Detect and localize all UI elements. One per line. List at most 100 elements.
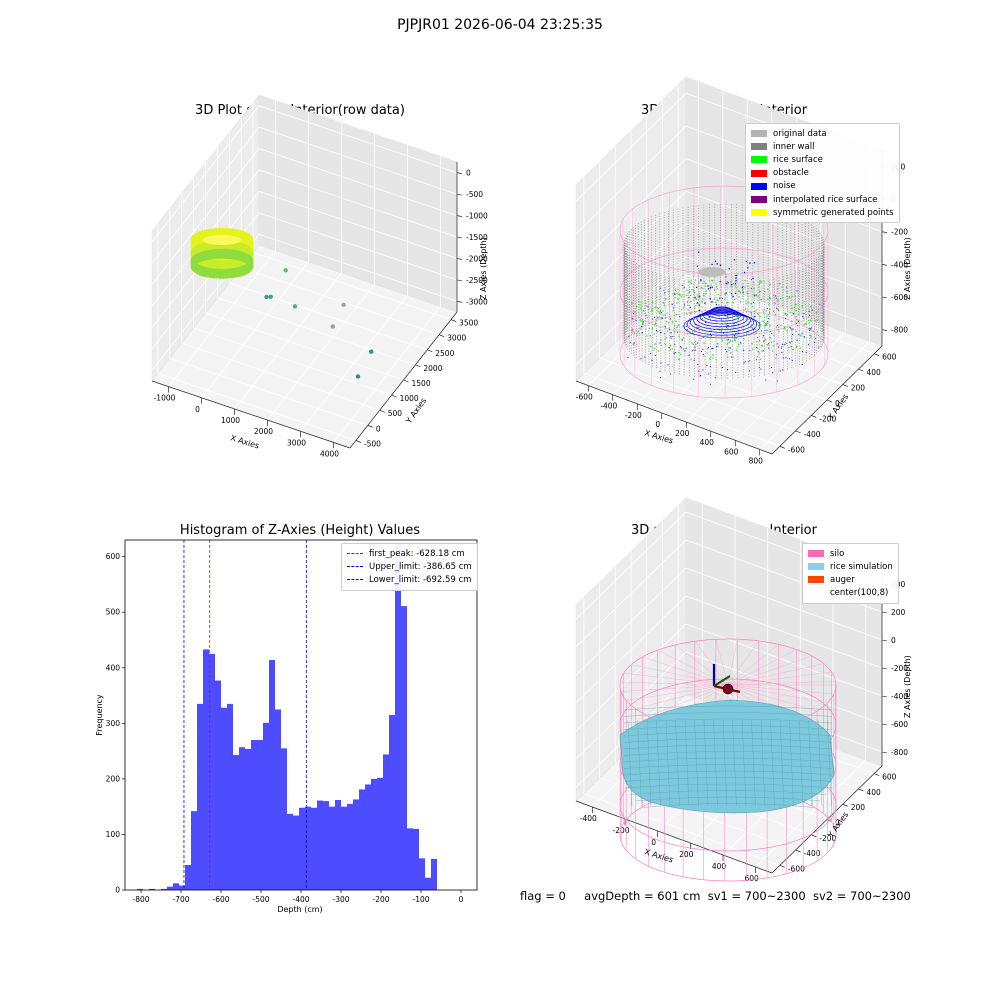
- classify-rice-point: [684, 305, 686, 307]
- classify-rice-point: [687, 355, 689, 357]
- histogram-bar: [215, 680, 221, 890]
- classify-rice-point: [716, 342, 718, 344]
- histogram-bar: [395, 543, 401, 890]
- classify-rice-point: [655, 319, 657, 321]
- classify-rice-point: [717, 294, 719, 296]
- classify-noise-point: [734, 283, 736, 285]
- classify-rice-point: [729, 329, 732, 331]
- classify-rice-point: [682, 294, 684, 296]
- classify-rice-point: [763, 340, 765, 342]
- classify-rice-point: [767, 344, 769, 346]
- classify-noise-point: [705, 282, 707, 284]
- classify-rice-point: [640, 307, 642, 309]
- classify-rice-point: [662, 314, 664, 316]
- classify-rice-point: [753, 287, 755, 290]
- classify-rice-point: [665, 321, 668, 323]
- classify-noise-point: [734, 292, 737, 294]
- classify-z-tick-mark: [881, 329, 888, 331]
- classify-rice-point: [735, 322, 737, 324]
- classify-rice-point: [781, 286, 783, 288]
- classify-rice-point: [758, 302, 760, 304]
- histogram-bar: [221, 707, 227, 890]
- raw-x-axis-line: [151, 380, 351, 449]
- classify-noise-point: [776, 380, 778, 382]
- classify-rice-point: [687, 304, 689, 306]
- raw-y-tick-label: 3000: [447, 334, 466, 343]
- simulation-legend-label: center(100,8): [830, 588, 889, 599]
- classify-noise-point: [698, 251, 700, 253]
- simulation-x-tick-label: 400: [712, 862, 727, 871]
- classify-rice-point: [751, 315, 753, 317]
- classify-noise-point: [719, 309, 721, 311]
- classify-noise-point: [680, 346, 681, 348]
- classify-rice-point: [804, 324, 806, 326]
- classify-noise-point: [698, 309, 700, 311]
- raw-y-tick-mark: [403, 379, 409, 383]
- classify-rice-point: [752, 348, 754, 350]
- simulation-silo-roof-strut: [727, 644, 779, 686]
- simulation-rice-mesh: [623, 757, 833, 763]
- classify-noise-point: [725, 349, 726, 350]
- classify-noise-point: [670, 332, 672, 334]
- raw-grid-z: [151, 212, 458, 350]
- simulation-rice-mesh: [798, 719, 804, 807]
- histogram-bar: [365, 784, 371, 890]
- classify-noise-point: [687, 301, 689, 303]
- simulation-rice-mesh: [760, 719, 766, 807]
- classify-rice-point: [778, 318, 780, 320]
- classify-rice-point: [674, 324, 676, 326]
- classify-rice-point: [639, 319, 642, 321]
- simulation-silo-roof-strut: [635, 684, 729, 709]
- classify-rice-point: [721, 301, 723, 303]
- classify-noise-cone: [686, 312, 758, 336]
- classify-noise-point: [654, 355, 656, 356]
- classify-rice-point: [773, 294, 775, 296]
- classify-rice-point: [813, 300, 815, 302]
- classify-y-axis-line: [771, 345, 883, 455]
- classify-noise-point: [742, 292, 744, 293]
- raw-data-point: [248, 264, 254, 269]
- classify-noise-point: [716, 263, 718, 265]
- classify-noise-point: [685, 348, 687, 349]
- classify-rice-point: [791, 296, 793, 298]
- classify-rice-point: [642, 310, 645, 312]
- histogram-plot: -800 -700 -600 -500 -400 -300 -200 -100 0 0 100 200…: [95, 539, 478, 914]
- classify-rice-point: [747, 302, 749, 304]
- classify-rice-point: [731, 324, 733, 327]
- simulation-silo-roof-strut: [626, 684, 729, 701]
- classify-noise-point: [733, 323, 735, 325]
- classify-noise-point: [690, 313, 692, 315]
- histogram-bar: [293, 815, 299, 890]
- classify-noise-point: [671, 304, 673, 305]
- classify-rice-point: [710, 348, 712, 350]
- raw-z-tick-mark: [456, 172, 463, 175]
- classify-noise-point: [814, 337, 816, 339]
- classify-rice-point: [775, 326, 777, 328]
- classify-rice-point: [659, 310, 661, 312]
- classify-rice-point: [651, 327, 653, 329]
- classify-rice-point: [773, 340, 775, 342]
- classify-rice-point: [810, 335, 812, 337]
- classify-rice-point: [720, 319, 722, 321]
- histogram-bar: [161, 888, 167, 890]
- classify-rice-point: [689, 291, 691, 293]
- classify-rice-point: [718, 304, 720, 306]
- raw-y-tick-mark: [427, 349, 433, 353]
- classify-noise-point: [652, 318, 654, 320]
- classify-legend-entry: interpolated rice surface: [751, 193, 894, 206]
- histogram-bar: [317, 800, 323, 890]
- classify-noise-point: [797, 325, 799, 327]
- raw-x-tick-label: 2000: [254, 427, 273, 436]
- classify-noise-point: [758, 366, 760, 368]
- classify-rice-point: [727, 301, 729, 303]
- classify-x-tick-label: 400: [700, 438, 715, 447]
- classify-noise-point: [647, 306, 649, 308]
- classify-rice-point: [730, 280, 732, 282]
- classify-y-tick-mark: [795, 430, 801, 434]
- classify-noise-point: [633, 313, 634, 315]
- classify-rice-point: [639, 304, 641, 306]
- histogram-bar: [245, 748, 251, 890]
- classify-rice-point: [734, 285, 737, 287]
- classify-rice-point: [633, 332, 635, 334]
- simulation-silo-roof-strut: [727, 684, 834, 695]
